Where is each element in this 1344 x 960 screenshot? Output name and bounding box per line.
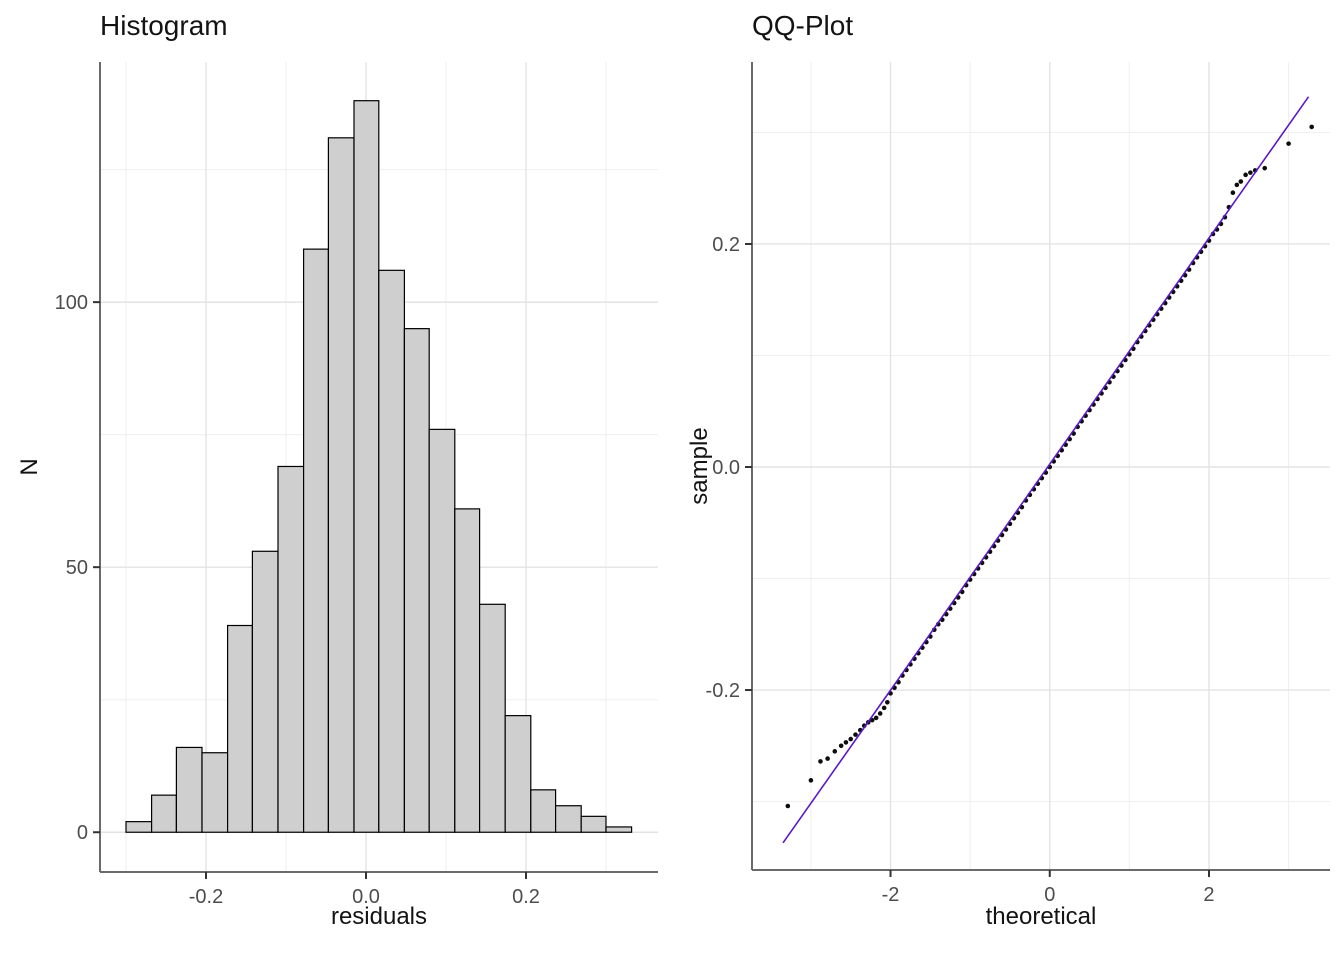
qq-point xyxy=(843,740,849,745)
qq-point xyxy=(808,778,814,783)
y-tick-label: 0.0 xyxy=(712,457,740,479)
qq-point xyxy=(853,732,858,737)
x-tick-label: -2 xyxy=(882,884,900,906)
qq-point xyxy=(1234,182,1240,188)
histogram-title: Histogram xyxy=(100,10,228,41)
qqplot-y-axis-label: sample xyxy=(686,427,713,505)
histogram-bar xyxy=(303,248,330,833)
x-tick-label: 0.0 xyxy=(352,886,380,908)
y-tick-label: -0.2 xyxy=(706,680,740,702)
qq-point xyxy=(1248,170,1253,175)
y-tick-label: 0 xyxy=(77,822,88,844)
x-tick-label: -0.2 xyxy=(189,886,223,908)
histogram-bar xyxy=(454,508,481,833)
histogram-bar xyxy=(554,805,582,833)
qq-point xyxy=(873,715,879,721)
qq-point xyxy=(848,736,854,742)
histogram-bar xyxy=(201,752,229,833)
x-tick-label: 2 xyxy=(1203,884,1214,906)
qq-point xyxy=(885,699,890,705)
y-tick-label: 50 xyxy=(66,557,88,579)
qq-point xyxy=(1238,179,1244,184)
y-tick-label: 100 xyxy=(55,292,88,314)
qq-point xyxy=(1309,124,1314,130)
qq-point xyxy=(1262,165,1268,171)
histogram-bar xyxy=(277,465,305,833)
qqplot-grid xyxy=(752,62,1330,870)
histogram-bar xyxy=(580,815,607,833)
qq-points xyxy=(785,124,1314,809)
histogram-bar xyxy=(125,821,153,833)
qq-point xyxy=(1243,172,1248,178)
histogram-bar xyxy=(175,746,203,833)
histogram-bar xyxy=(504,715,532,833)
qqplot-x-axis-label: theoretical xyxy=(985,903,1097,930)
y-tick-label: 0.2 xyxy=(712,234,740,256)
histogram-bar xyxy=(151,794,178,833)
qqplot-panel: -2 0 2 -0.2 0.0 0.2 xyxy=(706,62,1330,906)
histogram-bar xyxy=(378,269,405,833)
histogram-bar xyxy=(327,137,355,833)
qq-point xyxy=(1230,190,1236,195)
histogram-bars xyxy=(125,100,633,833)
qq-point xyxy=(832,749,838,754)
histogram-bar xyxy=(605,826,633,833)
qq-point xyxy=(818,759,823,764)
qq-reference-line xyxy=(782,96,1310,844)
x-tick-label: 0 xyxy=(1044,884,1055,906)
histogram-bar xyxy=(530,789,557,833)
histogram-bar xyxy=(403,328,430,833)
histogram-panel: -0.2 0.0 0.2 0 50 100 xyxy=(55,62,658,908)
histogram-bar xyxy=(251,550,279,833)
histogram-y-axis-label: N xyxy=(16,458,43,476)
qq-point xyxy=(785,803,791,809)
qq-point xyxy=(1286,141,1291,146)
histogram-bar xyxy=(227,624,254,833)
qq-point xyxy=(838,743,844,749)
qq-point xyxy=(881,705,887,711)
histogram-bar xyxy=(479,603,506,833)
histogram-bar xyxy=(428,428,456,833)
histogram-x-axis-label: residuals xyxy=(330,903,428,930)
qq-point xyxy=(877,711,883,716)
histogram-bar xyxy=(353,100,380,833)
x-tick-label: 0.2 xyxy=(512,886,540,908)
qqplot-title: QQ-Plot xyxy=(752,10,854,41)
qq-point xyxy=(825,756,830,761)
